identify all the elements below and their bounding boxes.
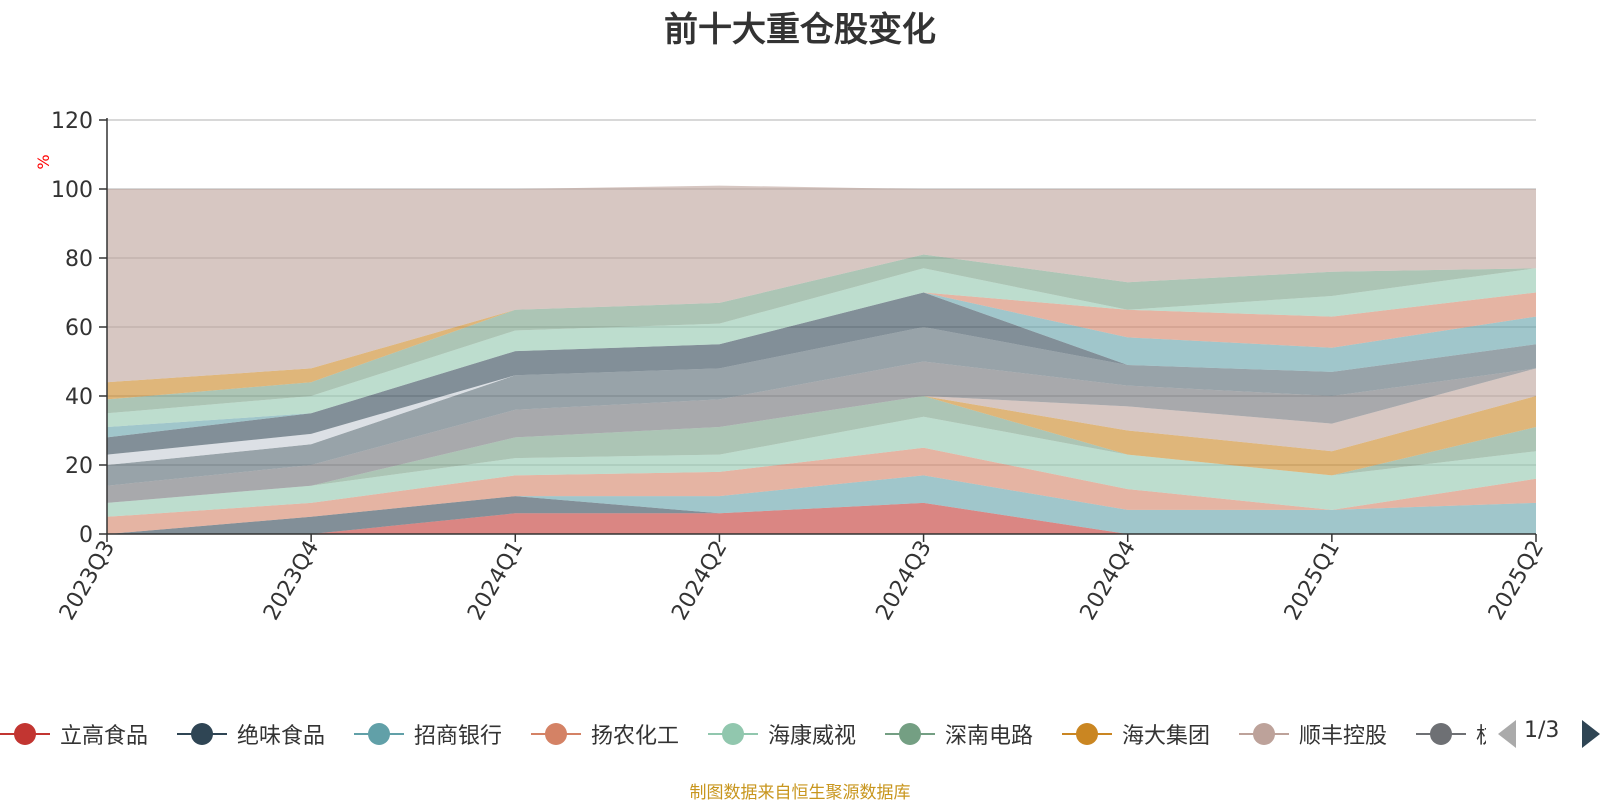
area-series-9: [107, 361, 1536, 503]
area-series-18: [107, 185, 1536, 383]
legend-marker-icon: [354, 712, 404, 756]
legend-label: 海康威视: [768, 724, 857, 749]
legend-pager: 1/3: [1498, 712, 1600, 756]
area-series-15: [107, 268, 1536, 427]
legend-item-1[interactable]: 立高食品: [0, 712, 148, 756]
stacked-area-chart: 0 20 40 60 80 100 120 2023Q3 2023Q4 2024Q1 2024Q2 2…: [34, 109, 1549, 625]
y-tick-label: 100: [51, 178, 93, 203]
y-tick-label: 0: [79, 523, 93, 548]
legend-label: 顺丰控股: [1299, 724, 1388, 749]
area-series-10: [107, 327, 1536, 486]
x-tick-label: 2024Q3: [871, 537, 936, 625]
y-axis-label: %: [34, 154, 53, 169]
legend: 立高食品 绝味食品 招商银行 扬农化工 海康威视 深南电路 海大集团 顺丰控股 杭 1/3: [0, 712, 1600, 756]
legend-label: 扬农化工: [591, 724, 680, 749]
area-series-6: [107, 396, 1536, 503]
y-tick-label: 20: [65, 454, 93, 479]
x-tick-label: 2024Q2: [667, 537, 732, 625]
legend-label: 海大集团: [1122, 724, 1211, 749]
area-series-4: [107, 447, 1536, 534]
y-tick-label: 120: [51, 109, 93, 134]
x-tick-label: 2023Q3: [55, 537, 120, 625]
area-series-2: [107, 496, 1536, 534]
area-series-3: [107, 475, 1536, 534]
area-series-17: [107, 254, 1536, 400]
area-series-1: [107, 502, 1536, 534]
legend-item-6[interactable]: 深南电路: [885, 712, 1033, 756]
area-series-13: [107, 292, 1536, 438]
chart-title: 前十大重仓股变化: [664, 10, 936, 50]
legend-marker-icon: [0, 712, 50, 756]
legend-next-page-icon[interactable]: [1582, 720, 1600, 748]
area-series-8: [107, 368, 1536, 503]
legend-page-indicator: 1/3: [1524, 718, 1560, 743]
legend-label: 杭: [1476, 718, 1486, 750]
x-tick-label: 2024Q1: [463, 537, 528, 625]
legend-label: 绝味食品: [237, 724, 326, 749]
legend-label: 招商银行: [414, 724, 503, 749]
legend-item-7[interactable]: 海大集团: [1062, 712, 1210, 756]
legend-item-3[interactable]: 招商银行: [354, 712, 502, 756]
x-tick-label: 2024Q4: [1076, 537, 1141, 625]
legend-label: 深南电路: [945, 724, 1034, 749]
area-series-5: [107, 416, 1536, 517]
legend-item-4[interactable]: 扬农化工: [531, 712, 679, 756]
legend-marker-icon: [177, 712, 227, 756]
area-series-14: [107, 292, 1536, 427]
legend-prev-page-icon[interactable]: [1498, 720, 1516, 748]
y-tick-label: 80: [65, 247, 93, 272]
legend-label: 立高食品: [60, 724, 149, 749]
legend-marker-icon: [1416, 712, 1466, 756]
area-series-16: [107, 254, 1536, 414]
y-tick-label: 60: [65, 316, 93, 341]
legend-item-5[interactable]: 海康威视: [708, 712, 856, 756]
y-tick-label: 40: [65, 385, 93, 410]
legend-marker-icon: [1239, 712, 1289, 756]
legend-marker-icon: [708, 712, 758, 756]
legend-item-2[interactable]: 绝味食品: [177, 712, 325, 756]
area-series-group: [107, 185, 1536, 534]
legend-item-8[interactable]: 顺丰控股: [1239, 712, 1387, 756]
legend-marker-icon: [885, 712, 935, 756]
legend-items-viewport: 立高食品 绝味食品 招商银行 扬农化工 海康威视 深南电路 海大集团 顺丰控股 杭: [0, 712, 1486, 756]
legend-item-9[interactable]: 杭: [1416, 712, 1486, 756]
source-note: 制图数据来自恒生聚源数据库: [689, 783, 911, 803]
x-tick-label: 2025Q1: [1280, 537, 1345, 625]
x-tick-label: 2025Q2: [1484, 537, 1549, 625]
legend-marker-icon: [531, 712, 581, 756]
area-series-12: [107, 292, 1536, 455]
area-series-7: [107, 396, 1536, 503]
x-tick-label: 2023Q4: [259, 537, 324, 625]
legend-marker-icon: [1062, 712, 1112, 756]
